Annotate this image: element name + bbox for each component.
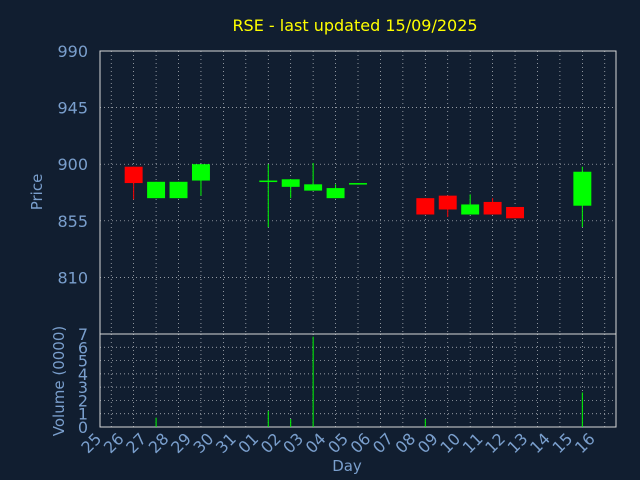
price-tick-label: 945 [57,99,88,118]
price-tick-label: 990 [57,42,88,61]
candle-body [169,181,188,199]
volume-tick-label: 3 [78,378,88,397]
candle-body [147,181,166,199]
volume-tick-label: 5 [78,352,88,371]
volume-tick-label: 4 [78,365,88,384]
x-tick-label: 16 [571,429,599,457]
candle-body [416,198,435,215]
candle-body [259,180,278,183]
volume-tick-label: 6 [78,338,88,357]
candle-body [124,166,143,184]
volume-tick-label: 2 [78,391,88,410]
price-tick-label: 810 [57,268,88,287]
volume-tick-label: 0 [78,418,88,437]
price-axis-label: Price [28,174,46,211]
x-axis-label: Day [332,457,362,475]
candle-body [438,195,457,210]
chart-title: RSE - last updated 15/09/2025 [232,16,477,35]
candle-body [281,179,300,187]
candle-body [483,201,502,215]
candle-body [461,204,480,215]
x-tick-labels: 2526272829303101020304050607080910111213… [77,429,598,457]
volume-tick-label: 1 [78,405,88,424]
volume-panel-frame [99,333,617,428]
price-tick-label: 900 [57,155,88,174]
volume-tick-label: 7 [78,325,88,344]
price-tick-label: 855 [57,212,88,231]
candle-body [506,206,525,219]
volume-axis-label: Volume (0000) [50,326,68,436]
candle-body [191,164,210,181]
candle-body [304,184,323,191]
candle-body [349,183,367,185]
price-panel: 990 945 900 855 810 [57,42,617,335]
candle-body [573,171,592,206]
candle-body [326,188,345,199]
